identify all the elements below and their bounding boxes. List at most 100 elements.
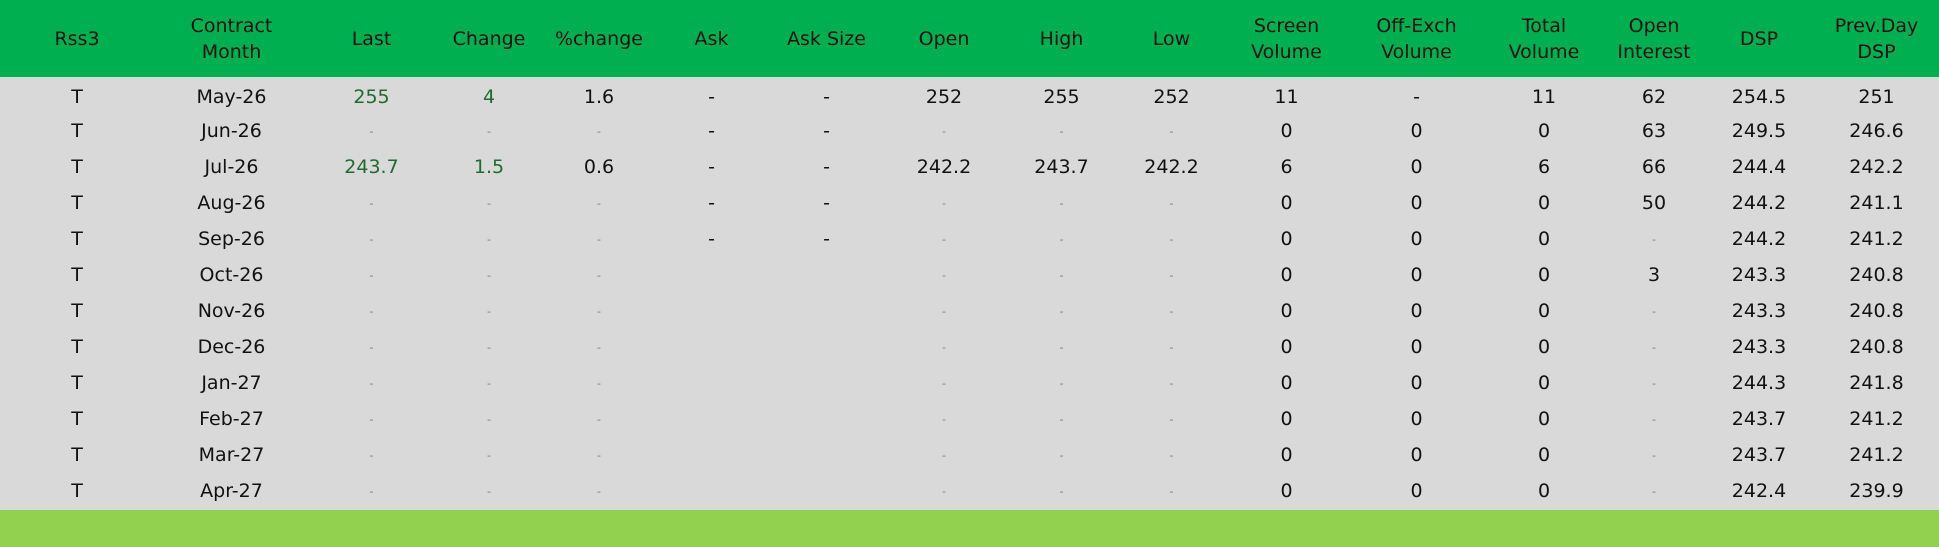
cell-high: 243.7 bbox=[1034, 156, 1089, 178]
cell-high: - bbox=[1059, 196, 1064, 210]
cell-change: - bbox=[487, 124, 491, 138]
cell-contract-month: Mar-27 bbox=[198, 444, 265, 466]
cell-prev-day-dsp: 240.8 bbox=[1849, 264, 1904, 286]
table-row[interactable]: T Aug-26 - - - - - - - - 0 0 0 50 244.2 241.1 bbox=[0, 185, 1939, 221]
cell-last: - bbox=[369, 340, 374, 354]
cell-low: - bbox=[1169, 376, 1174, 390]
cell-prev-day-dsp: 240.8 bbox=[1849, 300, 1904, 322]
quote-table: Rss3 Contract Month Last Change %change Ask Ask… bbox=[0, 0, 1939, 509]
cell-screen-volume: 0 bbox=[1280, 372, 1293, 394]
cell-dsp: 244.4 bbox=[1731, 156, 1787, 178]
cell-high: - bbox=[1059, 268, 1064, 282]
table-row[interactable]: T Apr-27 - - - - - - 0 0 0 - 242.4 239.9 bbox=[0, 473, 1939, 509]
column-header-last[interactable]: Last bbox=[351, 27, 392, 50]
cell-off-exch-volume: 0 bbox=[1410, 336, 1423, 358]
cell-ask-size bbox=[769, 473, 884, 509]
cell-dsp: 243.3 bbox=[1731, 300, 1787, 322]
cell-total-volume: 0 bbox=[1537, 336, 1551, 358]
cell-total-volume: 0 bbox=[1537, 300, 1551, 322]
table-row[interactable]: T Feb-27 - - - - - - 0 0 0 - 243.7 241.2 bbox=[0, 401, 1939, 437]
cell-open-interest: - bbox=[1652, 484, 1656, 498]
cell-off-exch-volume: 0 bbox=[1410, 444, 1423, 466]
cell-total-volume: 0 bbox=[1537, 408, 1551, 430]
cell-open-interest: - bbox=[1652, 376, 1656, 390]
cell-open: - bbox=[942, 340, 946, 354]
table-row[interactable]: T Sep-26 - - - - - - - - 0 0 0 - 244.2 241.2 bbox=[0, 221, 1939, 257]
cell-ask: - bbox=[708, 120, 715, 142]
cell-open-interest: - bbox=[1652, 412, 1656, 426]
column-header-contract-month[interactable]: Contract Month bbox=[190, 14, 273, 63]
column-header-ask-size[interactable]: Ask Size bbox=[787, 27, 866, 50]
table-row[interactable]: T Jan-27 - - - - - - 0 0 0 - 244.3 241.8 bbox=[0, 365, 1939, 401]
cell-open-interest: - bbox=[1652, 304, 1656, 318]
cell-ask-size bbox=[769, 257, 884, 293]
cell-last: - bbox=[369, 196, 374, 210]
cell-change: - bbox=[487, 232, 491, 246]
cell-low: - bbox=[1169, 196, 1174, 210]
column-header-open-interest[interactable]: Open Interest bbox=[1617, 14, 1691, 63]
cell-open-interest: 63 bbox=[1641, 120, 1667, 142]
cell-high: - bbox=[1059, 376, 1064, 390]
cell-dsp: 243.3 bbox=[1731, 264, 1787, 286]
cell-low: - bbox=[1169, 484, 1174, 498]
column-header-prev-day-dsp[interactable]: Prev.Day DSP bbox=[1834, 14, 1919, 63]
column-header-low[interactable]: Low bbox=[1152, 27, 1191, 50]
cell-off-exch-volume: 0 bbox=[1410, 300, 1423, 322]
table-row[interactable]: T Jun-26 - - - - - - - - 0 0 0 63 249.5 246.6 bbox=[0, 113, 1939, 149]
cell-ask: - bbox=[708, 86, 715, 108]
table-row[interactable]: T Nov-26 - - - - - - 0 0 0 - 243.3 240.8 bbox=[0, 293, 1939, 329]
cell--change: - bbox=[597, 268, 601, 282]
cell-screen-volume: 0 bbox=[1280, 120, 1293, 142]
column-header-ask[interactable]: Ask bbox=[694, 27, 729, 50]
column-header-total-volume[interactable]: Total Volume bbox=[1508, 14, 1580, 63]
cell-high: - bbox=[1059, 412, 1064, 426]
table-row[interactable]: T Dec-26 - - - - - - 0 0 0 - 243.3 240.8 bbox=[0, 329, 1939, 365]
cell-prev-day-dsp: 251 bbox=[1858, 86, 1895, 108]
cell-high: - bbox=[1059, 448, 1064, 462]
cell-screen-volume: 0 bbox=[1280, 444, 1293, 466]
cell-contract-month: Dec-26 bbox=[197, 336, 266, 358]
cell-change: - bbox=[487, 412, 491, 426]
cell-prev-day-dsp: 239.9 bbox=[1849, 480, 1904, 502]
cell--change: - bbox=[597, 448, 601, 462]
cell-low: 242.2 bbox=[1144, 156, 1199, 178]
table-row[interactable]: T May-26 255 4 1.6 - - 252 255 252 11 - 11 62 254.5 251 bbox=[0, 77, 1939, 113]
cell--change: - bbox=[597, 124, 601, 138]
cell-dsp: 243.7 bbox=[1731, 408, 1787, 430]
cell-rss3: T bbox=[71, 444, 83, 466]
cell-change: - bbox=[487, 376, 491, 390]
cell-rss3: T bbox=[71, 264, 83, 286]
column-header-change[interactable]: Change bbox=[452, 27, 526, 50]
cell-last: - bbox=[369, 232, 374, 246]
table-row[interactable]: T Oct-26 - - - - - - 0 0 0 3 243.3 240.8 bbox=[0, 257, 1939, 293]
cell-ask-size bbox=[769, 365, 884, 401]
cell-total-volume: 0 bbox=[1537, 228, 1551, 250]
cell-off-exch-volume: 0 bbox=[1410, 408, 1423, 430]
cell-open-interest: - bbox=[1652, 232, 1656, 246]
column-header--change[interactable]: %change bbox=[555, 27, 643, 50]
column-header-screen-volume[interactable]: Screen Volume bbox=[1251, 14, 1322, 63]
cell-off-exch-volume: 0 bbox=[1410, 120, 1423, 142]
column-header-open[interactable]: Open bbox=[918, 27, 970, 50]
table-row[interactable]: T Jul-26 243.7 1.5 0.6- -242.2 243.7 242.2 6 0 6 66… bbox=[0, 149, 1939, 185]
cell-prev-day-dsp: 241.1 bbox=[1849, 192, 1904, 214]
cell-ask-size: - bbox=[823, 228, 830, 250]
cell-screen-volume: 0 bbox=[1280, 300, 1293, 322]
cell-total-volume: 0 bbox=[1537, 444, 1551, 466]
cell-rss3: T bbox=[71, 228, 83, 250]
cell-off-exch-volume: 0 bbox=[1410, 480, 1423, 502]
cell-open: - bbox=[942, 196, 946, 210]
column-header-high[interactable]: High bbox=[1039, 27, 1084, 50]
cell-screen-volume: 0 bbox=[1280, 264, 1293, 286]
cell-dsp: 242.4 bbox=[1731, 480, 1787, 502]
column-header-dsp[interactable]: DSP bbox=[1739, 27, 1779, 50]
table-row[interactable]: T Mar-27 - - - - - - 0 0 0 - 243.7 241.2 bbox=[0, 437, 1939, 473]
column-header-rss3[interactable]: Rss3 bbox=[54, 27, 100, 50]
cell-total-volume: 0 bbox=[1537, 264, 1551, 286]
column-header-off-exch-volume[interactable]: Off-Exch Volume bbox=[1376, 14, 1457, 63]
cell-rss3: T bbox=[71, 300, 83, 322]
cell-high: - bbox=[1059, 484, 1064, 498]
cell-prev-day-dsp: 246.6 bbox=[1849, 120, 1904, 142]
cell-contract-month: May-26 bbox=[196, 86, 267, 108]
cell-total-volume: 6 bbox=[1537, 156, 1551, 178]
